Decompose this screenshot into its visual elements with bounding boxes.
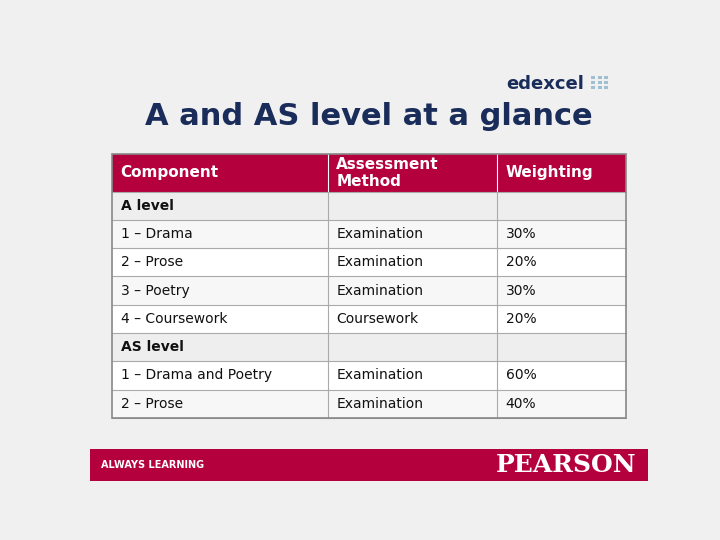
Text: A and AS level at a glance: A and AS level at a glance xyxy=(145,102,593,131)
FancyBboxPatch shape xyxy=(591,77,595,79)
FancyBboxPatch shape xyxy=(112,154,626,192)
FancyBboxPatch shape xyxy=(112,192,626,220)
FancyBboxPatch shape xyxy=(605,82,608,84)
FancyBboxPatch shape xyxy=(112,220,626,248)
Text: Component: Component xyxy=(121,165,219,180)
FancyBboxPatch shape xyxy=(598,86,602,89)
FancyBboxPatch shape xyxy=(598,77,602,79)
Text: A level: A level xyxy=(121,199,174,213)
FancyBboxPatch shape xyxy=(112,333,626,361)
Text: 2 – Prose: 2 – Prose xyxy=(121,397,183,411)
Text: 1 – Drama and Poetry: 1 – Drama and Poetry xyxy=(121,368,272,382)
Text: 60%: 60% xyxy=(505,368,536,382)
Text: 20%: 20% xyxy=(505,312,536,326)
FancyBboxPatch shape xyxy=(591,86,595,89)
FancyBboxPatch shape xyxy=(598,82,602,84)
FancyBboxPatch shape xyxy=(90,449,648,481)
FancyBboxPatch shape xyxy=(112,389,626,418)
Text: Examination: Examination xyxy=(336,368,423,382)
FancyBboxPatch shape xyxy=(591,82,595,84)
Text: PEARSON: PEARSON xyxy=(496,453,637,477)
Text: 1 – Drama: 1 – Drama xyxy=(121,227,192,241)
Text: 30%: 30% xyxy=(505,227,536,241)
FancyBboxPatch shape xyxy=(112,276,626,305)
Text: ALWAYS LEARNING: ALWAYS LEARNING xyxy=(101,460,204,470)
Text: Weighting: Weighting xyxy=(505,165,593,180)
Text: edexcel: edexcel xyxy=(506,75,584,92)
Text: Coursework: Coursework xyxy=(336,312,418,326)
Text: Examination: Examination xyxy=(336,255,423,269)
Text: AS level: AS level xyxy=(121,340,184,354)
Text: Examination: Examination xyxy=(336,227,423,241)
Text: 4 – Coursework: 4 – Coursework xyxy=(121,312,228,326)
Text: Assessment
Method: Assessment Method xyxy=(336,157,439,189)
Text: Examination: Examination xyxy=(336,397,423,411)
Text: Examination: Examination xyxy=(336,284,423,298)
Text: 40%: 40% xyxy=(505,397,536,411)
Text: 2 – Prose: 2 – Prose xyxy=(121,255,183,269)
FancyBboxPatch shape xyxy=(605,86,608,89)
Text: 3 – Poetry: 3 – Poetry xyxy=(121,284,189,298)
Text: 20%: 20% xyxy=(505,255,536,269)
Text: 30%: 30% xyxy=(505,284,536,298)
FancyBboxPatch shape xyxy=(112,248,626,276)
FancyBboxPatch shape xyxy=(112,305,626,333)
FancyBboxPatch shape xyxy=(605,77,608,79)
FancyBboxPatch shape xyxy=(112,361,626,389)
